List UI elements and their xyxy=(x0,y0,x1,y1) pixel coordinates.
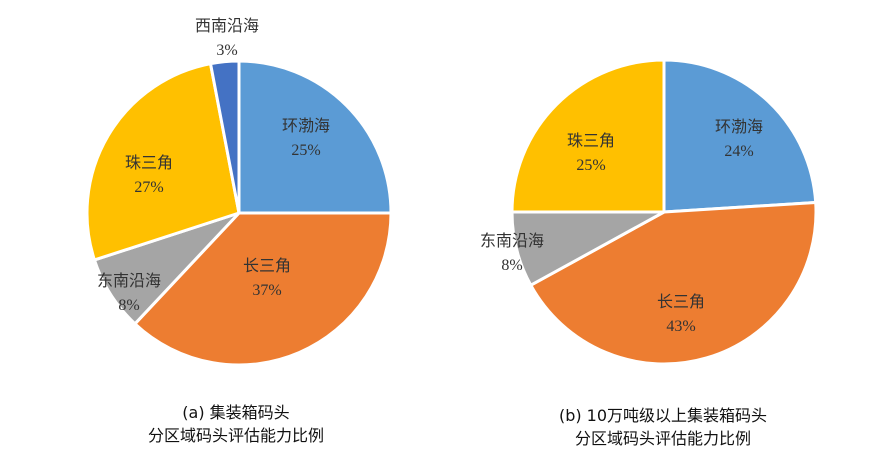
pie-b-value-1: 43% xyxy=(666,318,695,335)
pie-a-value-4: 3% xyxy=(216,42,237,59)
pie-b-value-2: 8% xyxy=(501,257,522,274)
pie-b-value-0: 24% xyxy=(724,143,753,160)
caption-a-line1: (a) 集装箱码头 xyxy=(182,403,289,422)
pie-a-value-1: 37% xyxy=(252,282,281,299)
pie-a-value-2: 8% xyxy=(118,297,139,314)
caption-b-line2: 分区域码头评估能力比例 xyxy=(575,429,751,448)
pie-b-label-0: 环渤海 xyxy=(715,117,763,136)
pie-b-label-2: 东南沿海 xyxy=(480,231,544,250)
pie-b-value-3: 25% xyxy=(576,157,605,174)
pie-a-value-3: 27% xyxy=(134,179,163,196)
pie-a-value-0: 25% xyxy=(291,142,320,159)
pie-chart-a: 环渤海 25% 长三角 37% 东南沿海 8% 珠三角 27% 西南沿海 3% xyxy=(85,16,393,367)
pie-b-label-3: 珠三角 xyxy=(567,131,615,150)
pie-a-label-4: 西南沿海 xyxy=(195,16,259,35)
pie-b-slice-3 xyxy=(510,58,666,214)
pie-b-slice-0 xyxy=(662,58,818,214)
pie-chart-b: 环渤海 24% 长三角 43% 东南沿海 8% 珠三角 25% xyxy=(480,58,818,366)
caption-b-line1: (b) 10万吨级以上集装箱码头 xyxy=(559,406,767,425)
pie-a-label-2: 东南沿海 xyxy=(97,271,161,290)
pie-a-slice-3 xyxy=(85,62,241,262)
caption-a-line2: 分区域码头评估能力比例 xyxy=(148,426,324,445)
pie-a-label-0: 环渤海 xyxy=(282,116,330,135)
pie-a-slice-1 xyxy=(133,211,393,367)
pie-a-label-1: 长三角 xyxy=(243,256,291,275)
pie-a-slice-4 xyxy=(209,59,241,215)
pie-a-label-3: 珠三角 xyxy=(125,153,173,172)
pie-b-slice-1 xyxy=(529,200,818,366)
pie-b-label-1: 长三角 xyxy=(657,292,705,311)
pie-a-slice-0 xyxy=(237,59,393,215)
